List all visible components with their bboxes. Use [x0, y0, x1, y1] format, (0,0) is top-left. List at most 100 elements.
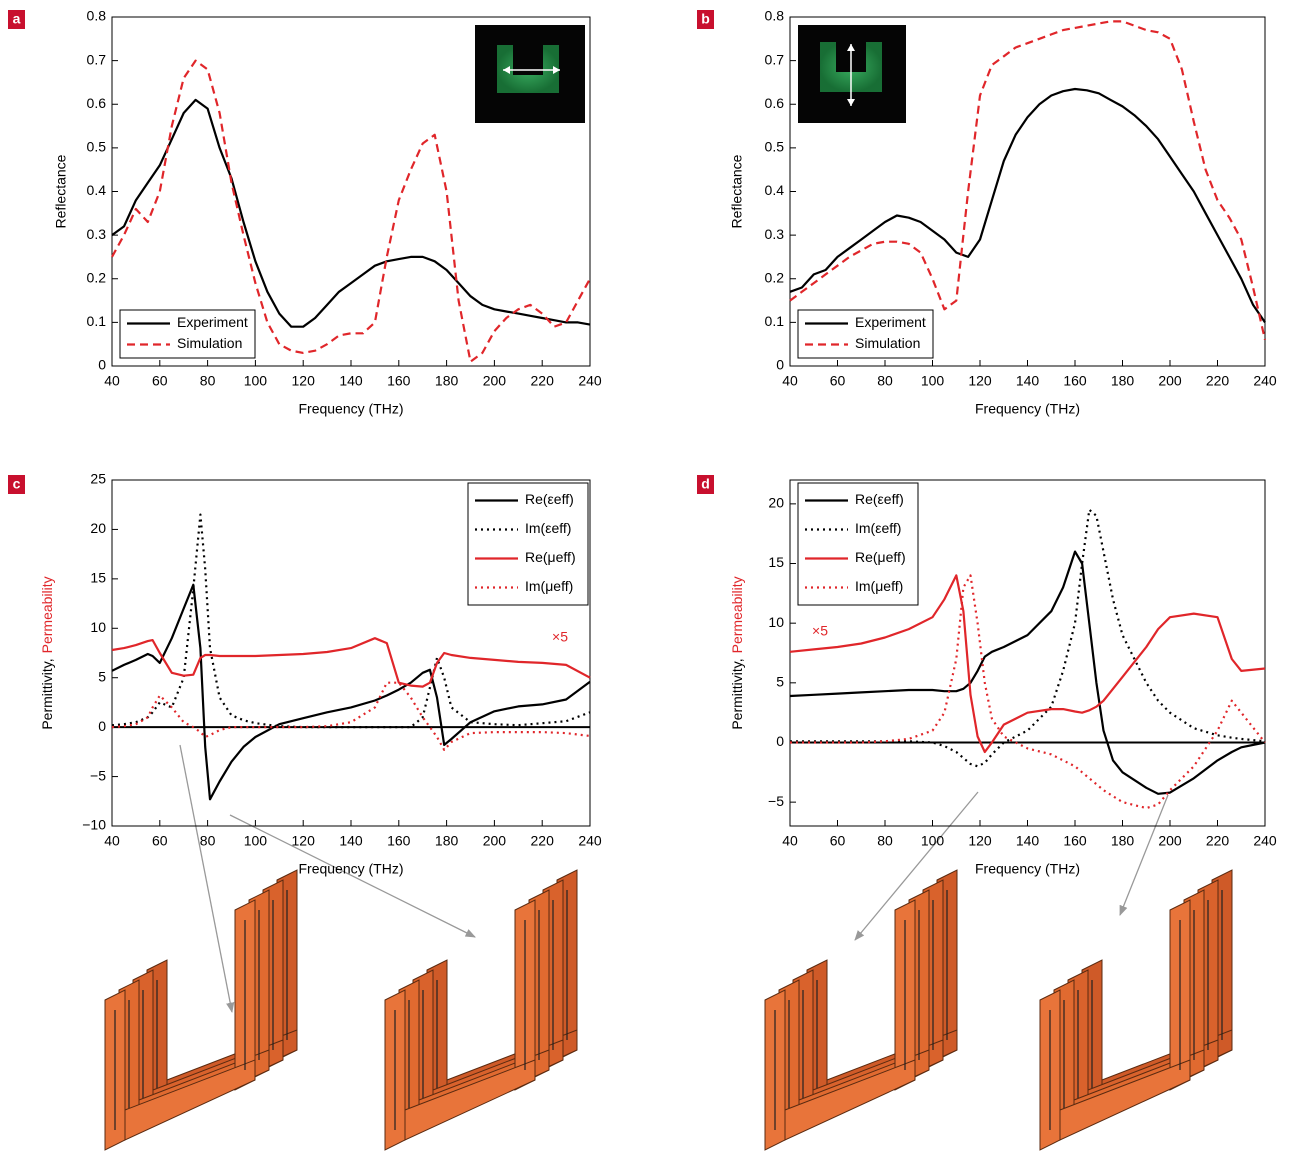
y-axis-label: Reflectance — [729, 154, 745, 228]
chart: a 40 60 80 100 120 140 160 180 200 220 240 0 0.1 0.2 0.… — [8, 8, 602, 417]
ring-fin — [124, 1059, 256, 1141]
y-axis-label-part: Permittivity, — [729, 658, 745, 729]
y-tick-label: 0.4 — [765, 182, 785, 198]
ring-fin — [404, 1059, 536, 1141]
x-tick-label: 240 — [578, 833, 602, 849]
legend-label: Re(μeff) — [855, 549, 906, 565]
x-tick-label: 80 — [200, 373, 216, 389]
panel-label-box — [697, 475, 714, 494]
x-tick-label: 60 — [152, 373, 168, 389]
y-tick-label: 10 — [768, 614, 784, 630]
y-tick-label: 0.7 — [765, 51, 785, 67]
y-tick-label: 0.4 — [87, 182, 107, 198]
legend-label: Im(μeff) — [525, 578, 573, 594]
x-tick-label: 60 — [830, 833, 846, 849]
y-tick-label: −5 — [90, 767, 106, 783]
y-tick-label: 5 — [776, 674, 784, 690]
y-axis-label: Permittivity, Permeability — [729, 576, 745, 729]
x-tick-label: 140 — [1016, 373, 1040, 389]
x-tick-label: 40 — [782, 833, 798, 849]
y-tick-label: 0 — [98, 718, 106, 734]
y-tick-label: 5 — [98, 668, 106, 684]
x-tick-label: 120 — [292, 373, 316, 389]
x-tick-label: 80 — [877, 373, 893, 389]
pointer-arrows — [179, 744, 1169, 1014]
legend-label: Re(μeff) — [525, 549, 576, 565]
series-line — [111, 59, 591, 363]
x-tick-label: 180 — [1111, 833, 1135, 849]
legend-box — [797, 309, 934, 359]
legend-label: Re(εeff) — [855, 491, 904, 507]
legend-label: Simulation — [177, 335, 242, 351]
x-tick-label: 140 — [339, 373, 363, 389]
y-tick-label: 0.3 — [765, 226, 785, 242]
field-rendering — [764, 869, 958, 1151]
x-tick-label: 60 — [830, 373, 846, 389]
chart: d 40 60 80 100 120 140 160 180 200 220 240 −5 0 5 10 15 2… — [697, 475, 1277, 877]
legend-label: Simulation — [855, 335, 920, 351]
x-tick-label: 160 — [1063, 833, 1087, 849]
x-tick-label: 40 — [104, 833, 120, 849]
x-tick-label: 180 — [1111, 373, 1135, 389]
panel-label: c — [13, 476, 21, 492]
y-tick-label: 0.7 — [87, 51, 107, 67]
y-tick-label: 20 — [768, 495, 784, 511]
y-tick-label: 10 — [90, 619, 106, 635]
x-tick-label: 240 — [1253, 373, 1277, 389]
y-tick-label: 0.6 — [87, 95, 107, 111]
x-tick-label: 140 — [339, 833, 363, 849]
legend-label: Experiment — [177, 314, 248, 330]
x-tick-label: 140 — [1016, 833, 1040, 849]
x-tick-label: 200 — [483, 833, 507, 849]
x-tick-label: 80 — [200, 833, 216, 849]
x-tick-label: 120 — [292, 833, 316, 849]
series-line — [790, 574, 1266, 810]
y-tick-label: 0.6 — [765, 95, 785, 111]
legend-box — [467, 482, 589, 606]
x-tick-label: 100 — [244, 833, 268, 849]
series-line — [111, 513, 591, 729]
x-tick-label: 120 — [968, 373, 992, 389]
panel-label-box — [8, 475, 25, 494]
legend-label: Im(εeff) — [525, 520, 571, 536]
field-rendering — [1039, 869, 1233, 1151]
inset-b — [798, 25, 906, 123]
y-tick-label: 0 — [776, 733, 784, 749]
y-tick-label: 0.8 — [87, 8, 107, 24]
x-axis-label: Frequency (THz) — [975, 861, 1080, 877]
y-tick-label: 0.1 — [87, 313, 107, 329]
x-tick-label: 200 — [1158, 833, 1182, 849]
x-tick-label: 200 — [1158, 373, 1182, 389]
y-tick-label: 25 — [90, 471, 106, 487]
x-tick-label: 100 — [244, 373, 268, 389]
x-tick-label: 100 — [921, 833, 945, 849]
y-tick-label: −5 — [768, 793, 784, 809]
x-tick-label: 200 — [483, 373, 507, 389]
y-axis-label-part: Permittivity, — [39, 658, 55, 729]
x-tick-label: 160 — [1063, 373, 1087, 389]
series-line — [111, 98, 591, 328]
x-axis-label: Frequency (THz) — [298, 401, 403, 417]
series-line — [789, 574, 1266, 754]
panel-label: a — [13, 11, 21, 27]
y-tick-label: 20 — [90, 520, 106, 536]
x-tick-label: 220 — [531, 373, 555, 389]
inset-a — [475, 25, 585, 123]
x-axis-label: Frequency (THz) — [298, 861, 403, 877]
x-tick-label: 220 — [1206, 833, 1230, 849]
y-tick-label: 15 — [90, 570, 106, 586]
x-tick-label: 240 — [1253, 833, 1277, 849]
x-tick-label: 160 — [387, 833, 411, 849]
x-tick-label: 180 — [435, 373, 459, 389]
y-axis-label: Permittivity, Permeability — [39, 576, 55, 729]
legend-label: Im(μeff) — [855, 578, 903, 594]
ring-fin — [1059, 1059, 1191, 1141]
x-tick-label: 80 — [877, 833, 893, 849]
series-line — [789, 20, 1267, 341]
x-tick-label: 40 — [782, 373, 798, 389]
x-tick-label: 220 — [531, 833, 555, 849]
y-tick-label: 0.2 — [87, 269, 107, 285]
chart: b 40 60 80 100 120 140 160 180 200 220 240 0 0.1 0.2 0.… — [697, 8, 1277, 417]
annotation: ×5 — [812, 623, 828, 639]
